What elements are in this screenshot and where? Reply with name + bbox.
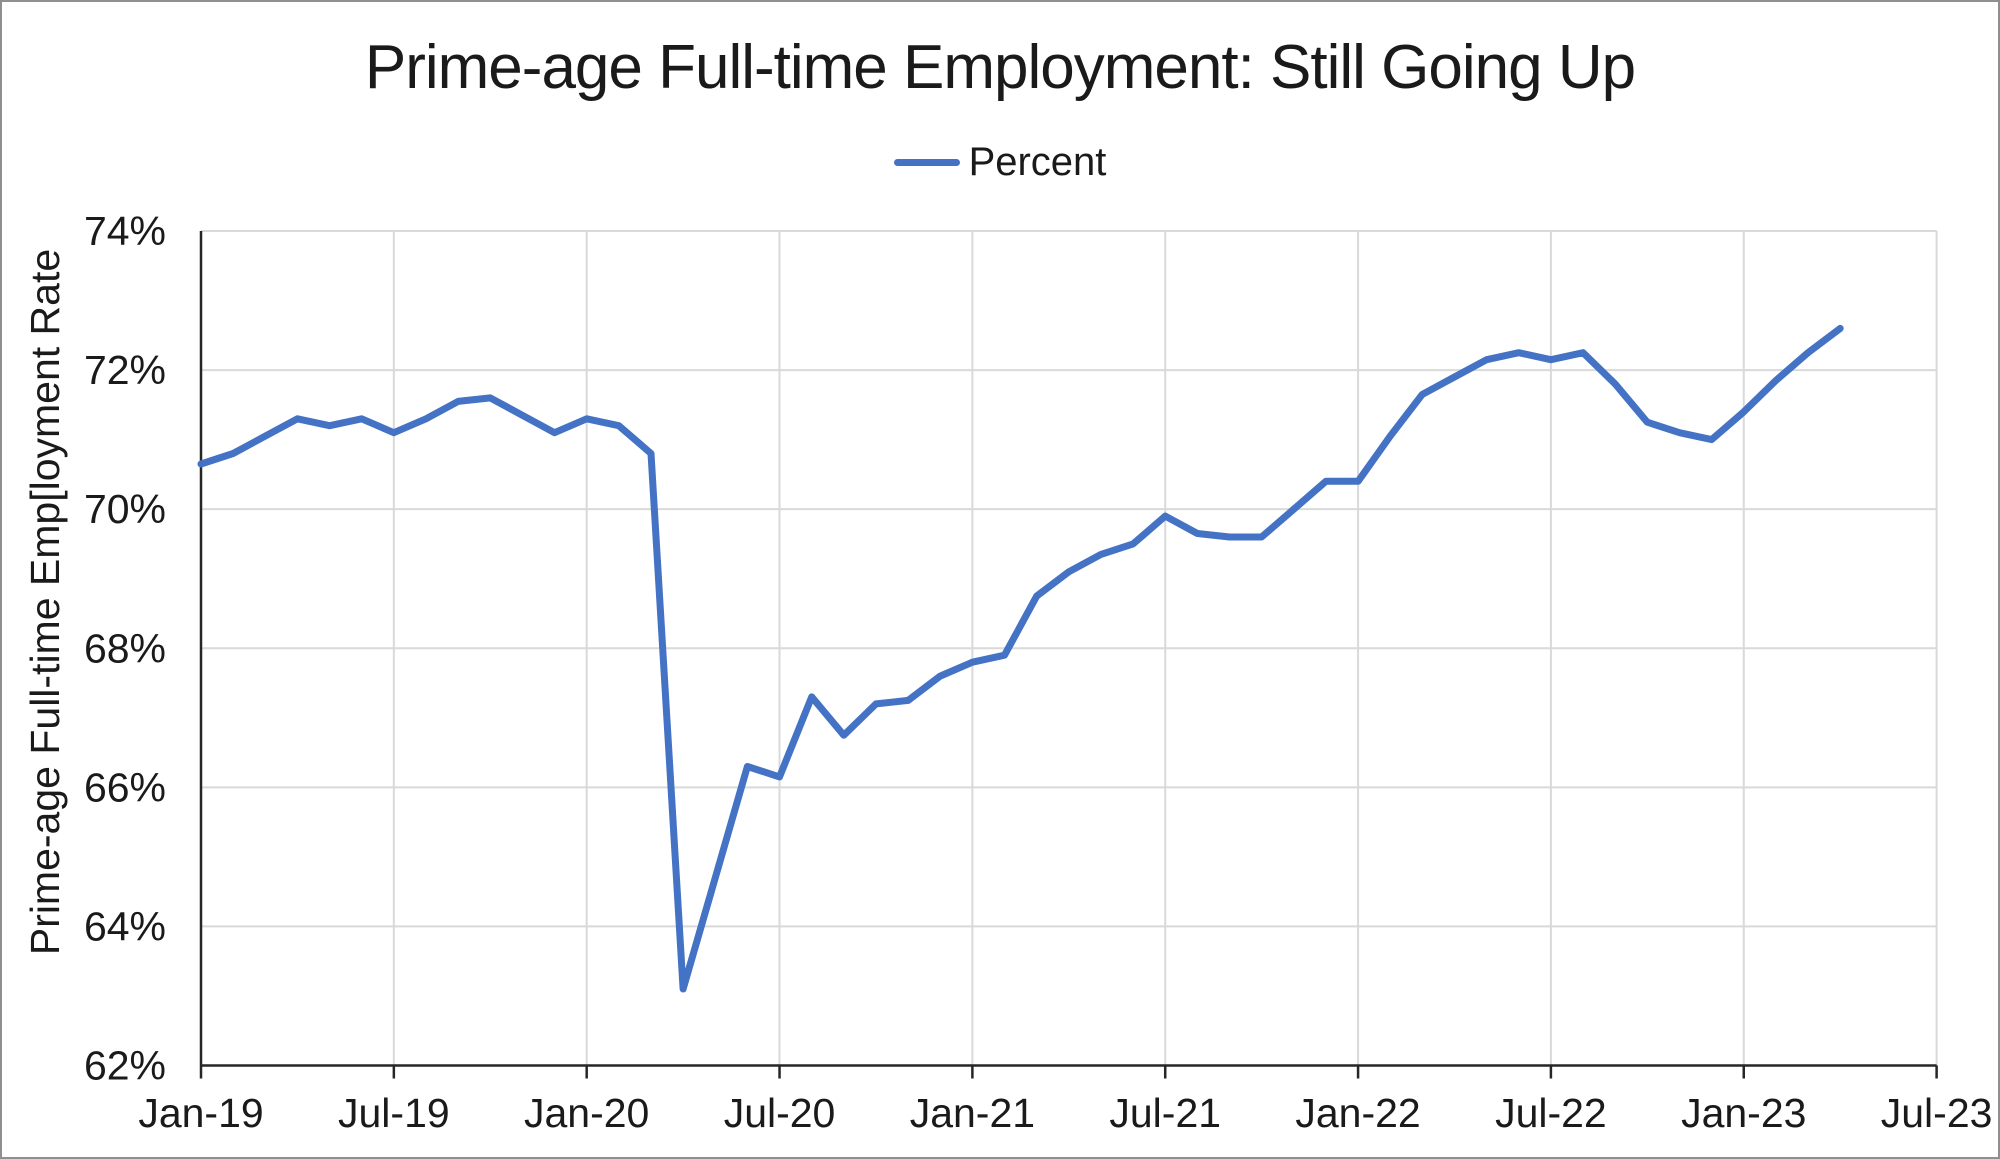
y-tick-label: 72% xyxy=(84,347,166,393)
employment-rate-line xyxy=(197,324,1844,993)
y-tick-label: 64% xyxy=(84,903,166,949)
legend: Percent xyxy=(2,140,1998,185)
y-tick-label: 66% xyxy=(84,764,166,810)
x-tick-label: Jul-22 xyxy=(1495,1090,1607,1136)
y-tick-label: 62% xyxy=(84,1043,166,1089)
y-tick-label: 70% xyxy=(84,486,166,532)
x-tick-label: Jul-19 xyxy=(338,1090,450,1136)
y-tick-label: 74% xyxy=(84,208,166,254)
x-tick-label: Jul-23 xyxy=(1881,1090,1993,1136)
x-tick-label: Jan-19 xyxy=(138,1090,263,1136)
x-tick-label: Jan-21 xyxy=(910,1090,1035,1136)
legend-label: Percent xyxy=(968,140,1107,184)
x-tick-label: Jan-23 xyxy=(1681,1090,1806,1136)
y-axis-title: Prime-age Full-time Emp[loyment Rate xyxy=(22,249,68,955)
y-tick-label: 68% xyxy=(84,625,166,671)
x-tick-label: Jul-20 xyxy=(724,1090,836,1136)
legend-line-swatch xyxy=(893,159,960,166)
chart-title: Prime-age Full-time Employment: Still Go… xyxy=(364,33,1636,102)
x-tick-label: Jul-21 xyxy=(1109,1090,1221,1136)
x-tick-label: Jan-22 xyxy=(1295,1090,1420,1136)
x-tick-label: Jan-20 xyxy=(524,1090,649,1136)
